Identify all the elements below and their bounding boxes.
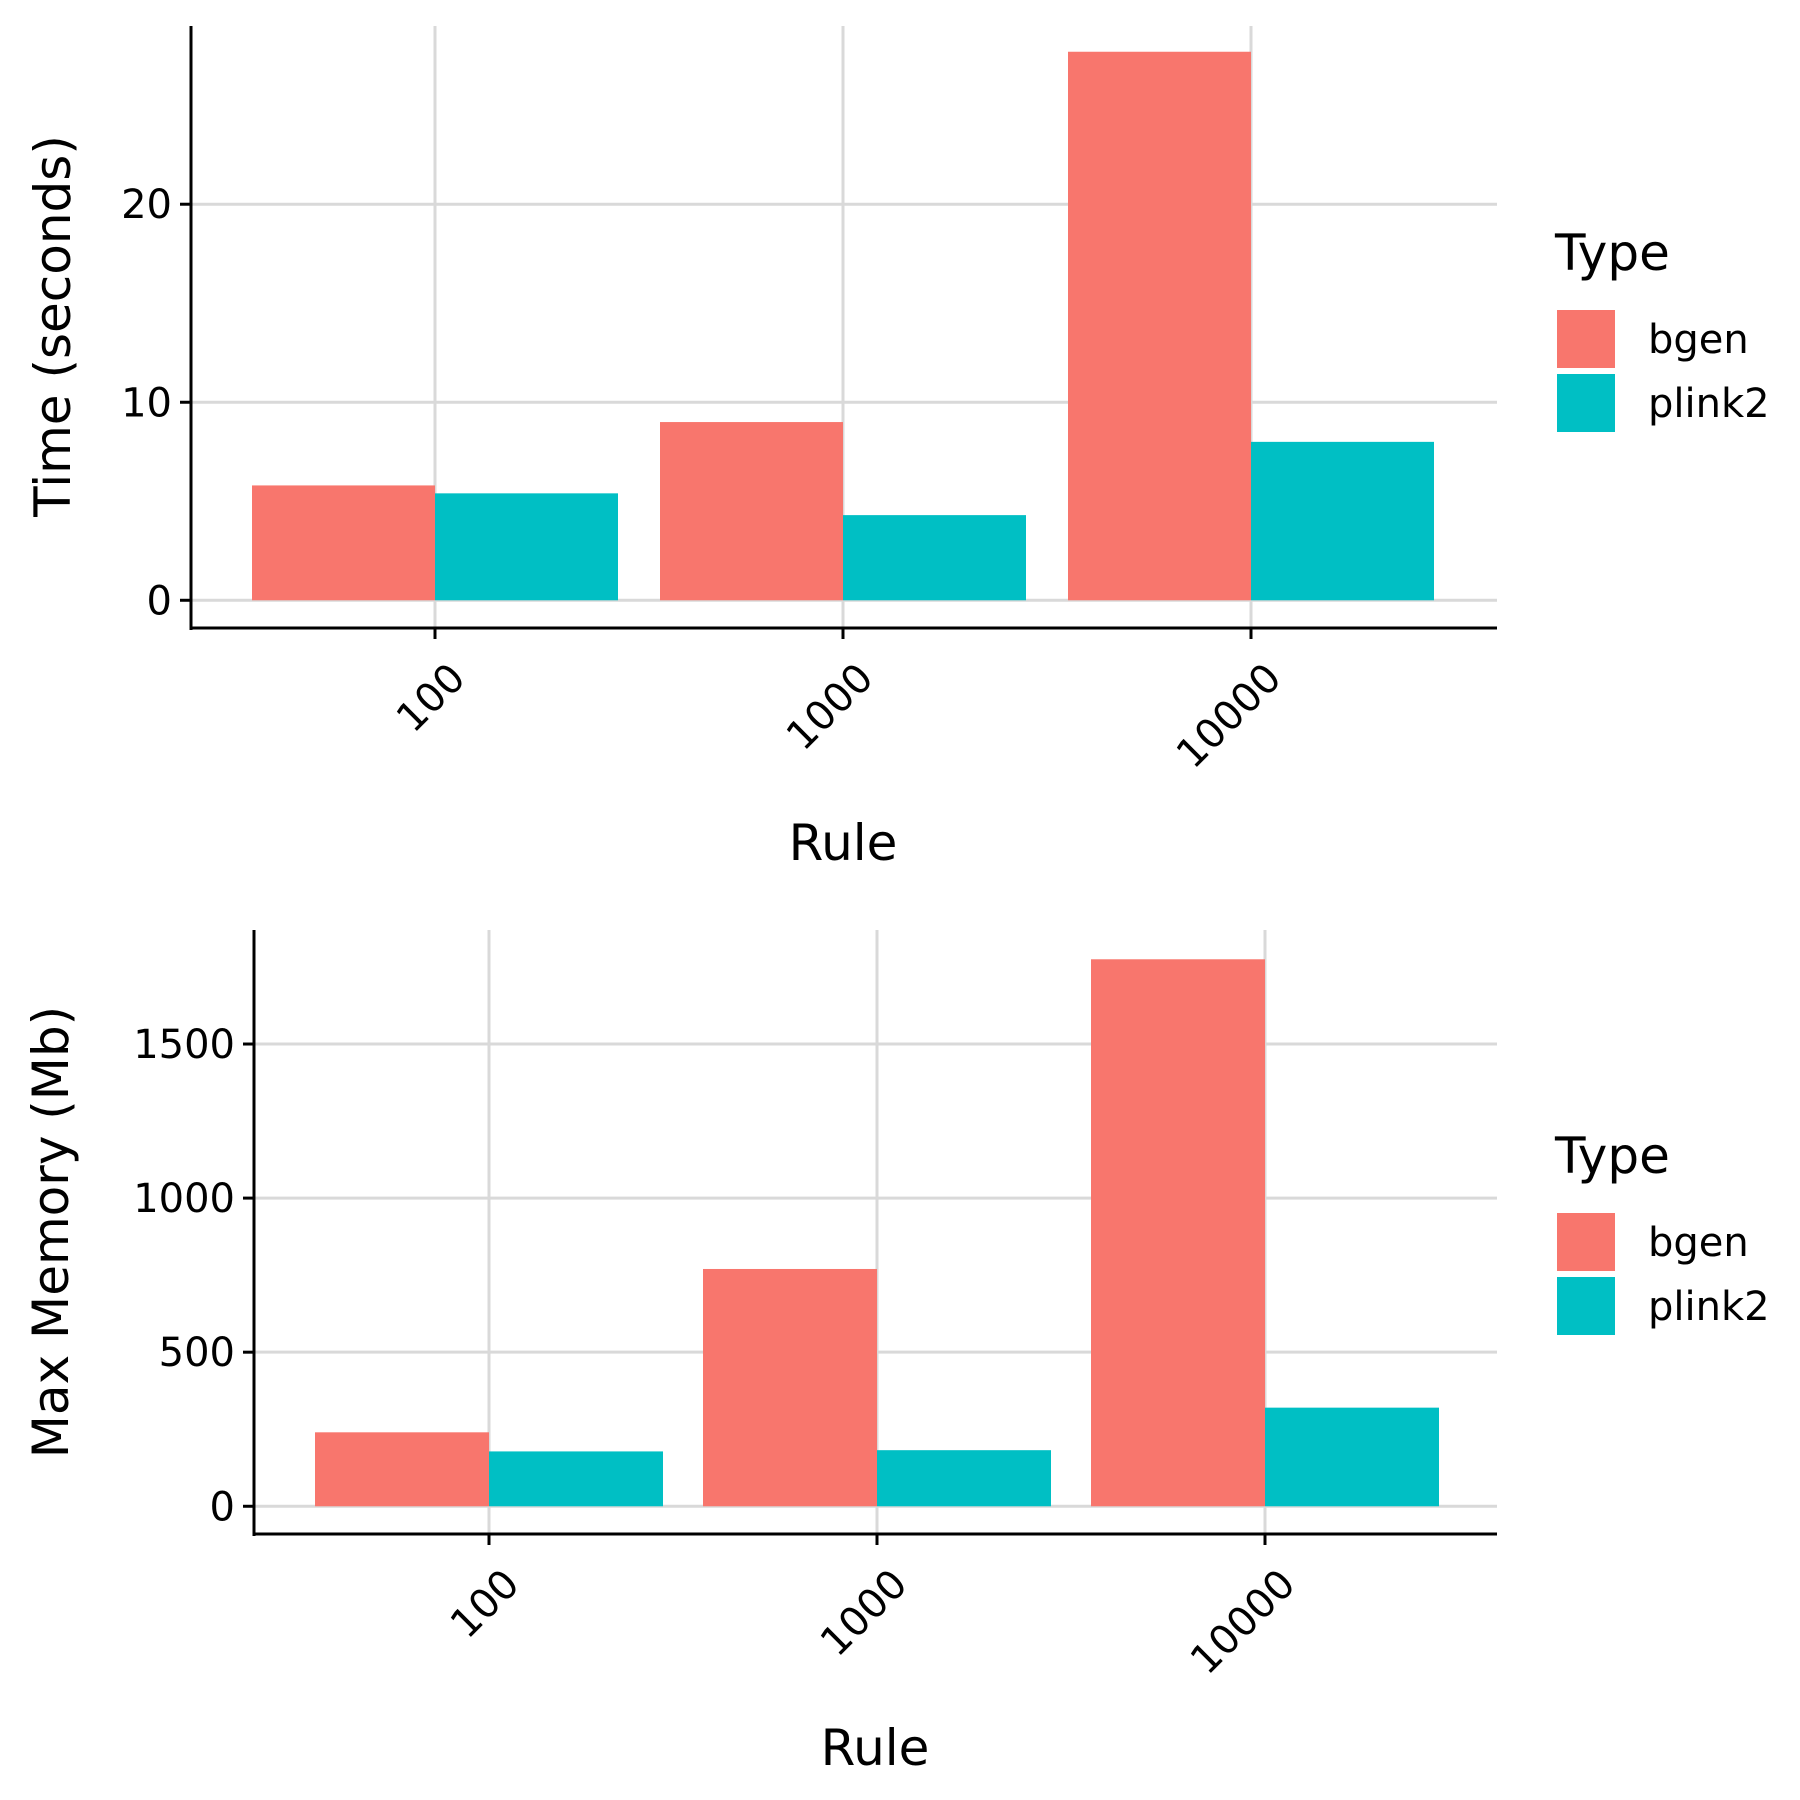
time-chart-y-tick-label-20: 20	[121, 182, 172, 228]
time-chart-x-ticks: 100 1000 10000	[388, 628, 1291, 778]
time-chart-legend-label-plink2: plink2	[1648, 381, 1770, 427]
memory-chart-y-tick-label-1000: 1000	[133, 1176, 235, 1222]
memory-chart-panel: 0 500 1000 1500 100 1000 10000 Rule Max Memor…	[22, 930, 1770, 1777]
time-chart-bar-bgen-1000	[660, 422, 843, 601]
memory-chart-legend-label-plink2: plink2	[1648, 1284, 1770, 1330]
memory-chart-bar-plink2-10000	[1265, 1407, 1439, 1507]
memory-chart-bar-bgen-1000	[703, 1268, 877, 1507]
time-chart-x-axis-title: Rule	[789, 814, 898, 872]
memory-chart-x-tick-label-10000: 10000	[1182, 1561, 1305, 1684]
time-chart-legend-label-bgen: bgen	[1648, 317, 1749, 363]
memory-chart-legend: Type bgen plink2	[1554, 1127, 1770, 1335]
memory-chart-bar-plink2-100	[489, 1451, 663, 1507]
time-chart-y-tick-label-0: 0	[147, 578, 172, 624]
time-chart-y-tick-label-10: 10	[121, 380, 172, 426]
time-chart-bars	[252, 51, 1434, 601]
time-chart-legend-key-bgen	[1557, 310, 1615, 368]
memory-chart-bar-plink2-1000	[877, 1450, 1051, 1507]
memory-chart-y-ticks: 0 500 1000 1500	[133, 1022, 254, 1530]
time-chart-y-axis-title: Time (seconds)	[24, 135, 82, 518]
time-chart-legend-key-plink2	[1557, 374, 1615, 432]
time-chart-x-tick-label-100: 100	[388, 655, 475, 742]
time-chart-bar-plink2-1000	[843, 515, 1026, 601]
time-chart-bar-plink2-100	[435, 493, 618, 601]
memory-chart-y-tick-label-1500: 1500	[133, 1022, 235, 1068]
memory-chart-bar-bgen-100	[315, 1432, 489, 1507]
memory-chart-x-tick-label-100: 100	[442, 1561, 529, 1648]
time-chart-bar-plink2-10000	[1251, 441, 1434, 601]
time-chart-y-ticks: 0 10 20	[121, 182, 191, 624]
time-chart-legend-title: Type	[1554, 224, 1670, 282]
time-chart-legend: Type bgen plink2	[1554, 224, 1770, 432]
time-chart-x-tick-label-10000: 10000	[1168, 655, 1291, 778]
memory-chart-legend-key-plink2	[1557, 1277, 1615, 1335]
time-chart-bar-bgen-100	[252, 485, 435, 601]
memory-chart-legend-label-bgen: bgen	[1648, 1220, 1749, 1266]
memory-chart-legend-title: Type	[1554, 1127, 1670, 1185]
memory-chart-x-tick-label-1000: 1000	[812, 1561, 917, 1666]
memory-chart-y-tick-label-500: 500	[159, 1330, 235, 1376]
time-chart-panel: 0 10 20 100 1000 10000 Rule Time (seconds) T…	[24, 26, 1770, 872]
memory-chart-x-axis-title: Rule	[821, 1719, 930, 1777]
time-chart-bar-bgen-10000	[1068, 51, 1251, 601]
memory-chart-y-tick-label-0: 0	[210, 1484, 235, 1530]
memory-chart-y-axis-title: Max Memory (Mb)	[22, 1006, 80, 1458]
memory-chart-x-ticks: 100 1000 10000	[442, 1534, 1305, 1684]
memory-chart-bar-bgen-10000	[1091, 959, 1265, 1507]
memory-chart-bars	[315, 959, 1439, 1507]
memory-chart-legend-key-bgen	[1557, 1213, 1615, 1271]
time-chart-x-tick-label-1000: 1000	[778, 655, 883, 760]
